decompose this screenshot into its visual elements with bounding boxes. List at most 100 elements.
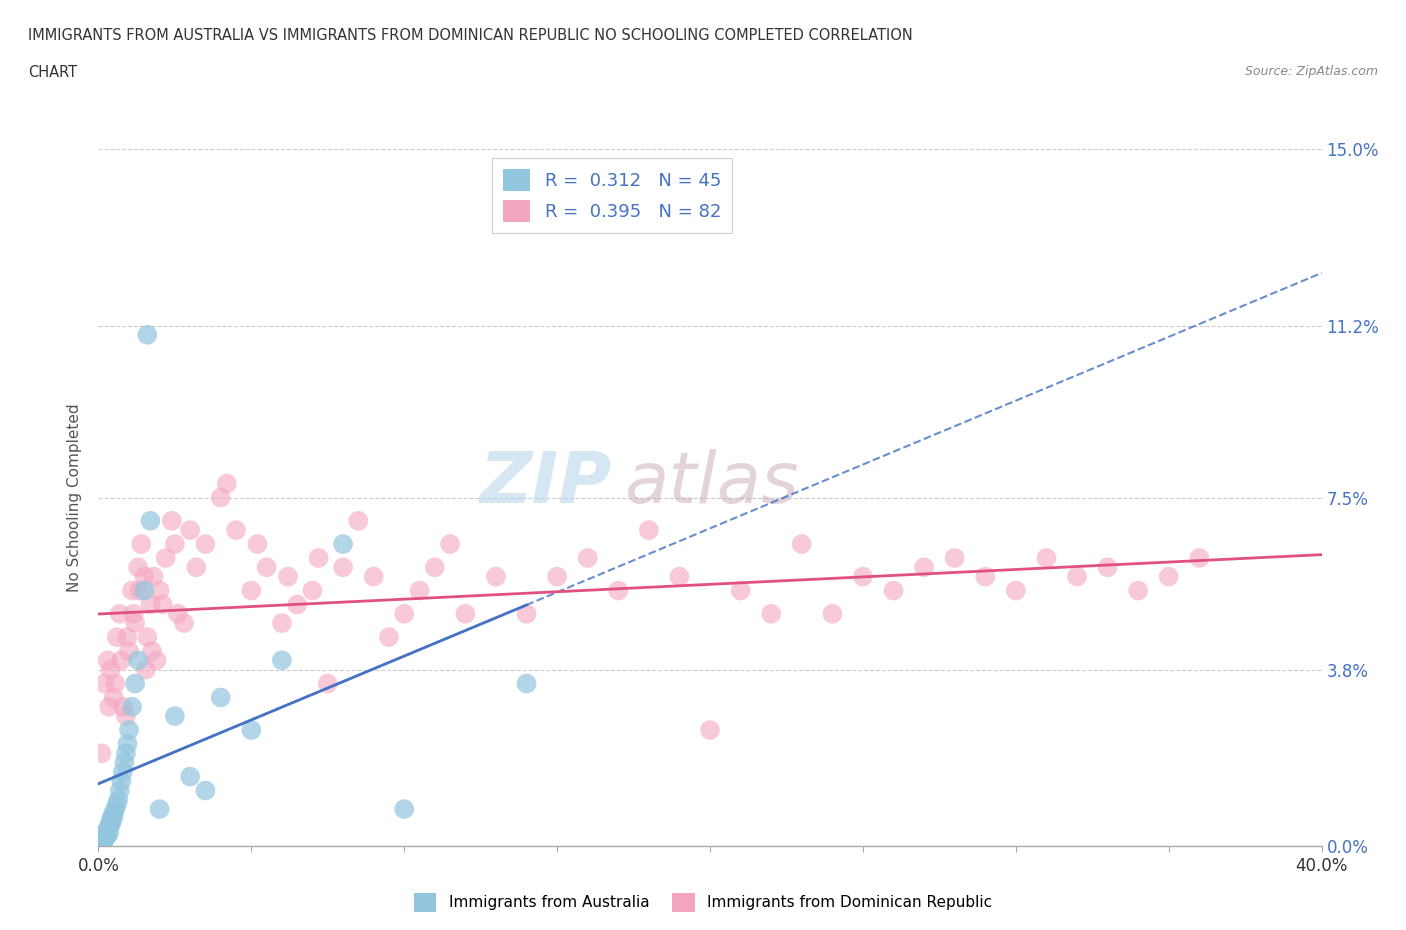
Point [209, 490, 232, 505]
Point [270, 616, 294, 631]
Point [155, 551, 177, 565]
Point [363, 569, 385, 584]
Point [97, 653, 120, 668]
Point [94, 825, 117, 840]
Point [225, 523, 247, 538]
Point [186, 560, 208, 575]
Text: IMMIGRANTS FROM AUSTRALIA VS IMMIGRANTS FROM DOMINICAN REPUBLIC NO SCHOOLING COM: IMMIGRANTS FROM AUSTRALIA VS IMMIGRANTS … [28, 28, 912, 43]
Point [90, 832, 112, 847]
Point [90, 837, 112, 852]
Point [121, 699, 143, 714]
Point [408, 583, 430, 598]
Point [100, 818, 122, 833]
Point [141, 644, 163, 658]
Point [115, 709, 138, 724]
Point [163, 709, 186, 724]
Point [167, 606, 190, 621]
Point [96, 829, 118, 844]
Point [240, 723, 263, 737]
Point [110, 774, 132, 789]
Point [94, 830, 117, 845]
Point [101, 806, 124, 821]
Point [118, 723, 141, 737]
Point [1128, 583, 1150, 598]
Point [576, 551, 599, 565]
Text: CHART: CHART [28, 65, 77, 80]
Point [104, 676, 127, 691]
Point [104, 802, 127, 817]
Point [215, 476, 238, 491]
Point [115, 746, 138, 761]
Point [97, 820, 120, 835]
Point [111, 699, 134, 714]
Point [485, 569, 508, 584]
Point [332, 560, 354, 575]
Point [100, 662, 122, 677]
Point [912, 560, 935, 575]
Point [142, 569, 165, 584]
Point [974, 569, 997, 584]
Point [127, 560, 149, 575]
Point [117, 737, 139, 751]
Point [105, 630, 128, 644]
Point [98, 699, 121, 714]
Point [454, 606, 477, 621]
Point [136, 327, 159, 342]
Point [112, 755, 135, 770]
Point [124, 676, 146, 691]
Point [1066, 569, 1088, 584]
Point [121, 583, 143, 598]
Point [1004, 583, 1026, 598]
Point [90, 746, 112, 761]
Point [139, 513, 162, 528]
Point [103, 690, 125, 705]
Point [97, 823, 120, 838]
Point [135, 662, 157, 677]
Point [129, 537, 152, 551]
Point [347, 513, 370, 528]
Point [194, 537, 217, 551]
Point [285, 597, 308, 612]
Point [209, 690, 232, 705]
Point [240, 583, 263, 598]
Point [139, 597, 162, 612]
Point [332, 537, 354, 551]
Point [128, 583, 150, 598]
Point [761, 606, 783, 621]
Point [105, 797, 128, 812]
Point [256, 560, 278, 575]
Point [1188, 551, 1211, 565]
Point [1157, 569, 1180, 584]
Point [117, 630, 139, 644]
Point [134, 583, 156, 598]
Point [136, 630, 159, 644]
Point [316, 676, 339, 691]
Point [160, 513, 183, 528]
Point [516, 676, 538, 691]
Point [111, 764, 134, 779]
Point [943, 551, 966, 565]
Point [883, 583, 905, 598]
Point [108, 606, 131, 621]
Point [122, 606, 145, 621]
Point [730, 583, 752, 598]
Point [107, 792, 129, 807]
Point [668, 569, 690, 584]
Point [93, 828, 115, 843]
Point [127, 653, 149, 668]
Point [118, 644, 141, 658]
Point [98, 826, 121, 841]
Point [89, 834, 111, 849]
Point [91, 835, 114, 850]
Point [93, 833, 115, 848]
Point [277, 569, 299, 584]
Point [1035, 551, 1057, 565]
Point [108, 783, 131, 798]
Point [516, 606, 538, 621]
Point [91, 830, 114, 844]
Point [103, 809, 125, 824]
Point [308, 551, 330, 565]
Point [124, 616, 146, 631]
Point [152, 597, 174, 612]
Text: Source: ZipAtlas.com: Source: ZipAtlas.com [1244, 65, 1378, 78]
